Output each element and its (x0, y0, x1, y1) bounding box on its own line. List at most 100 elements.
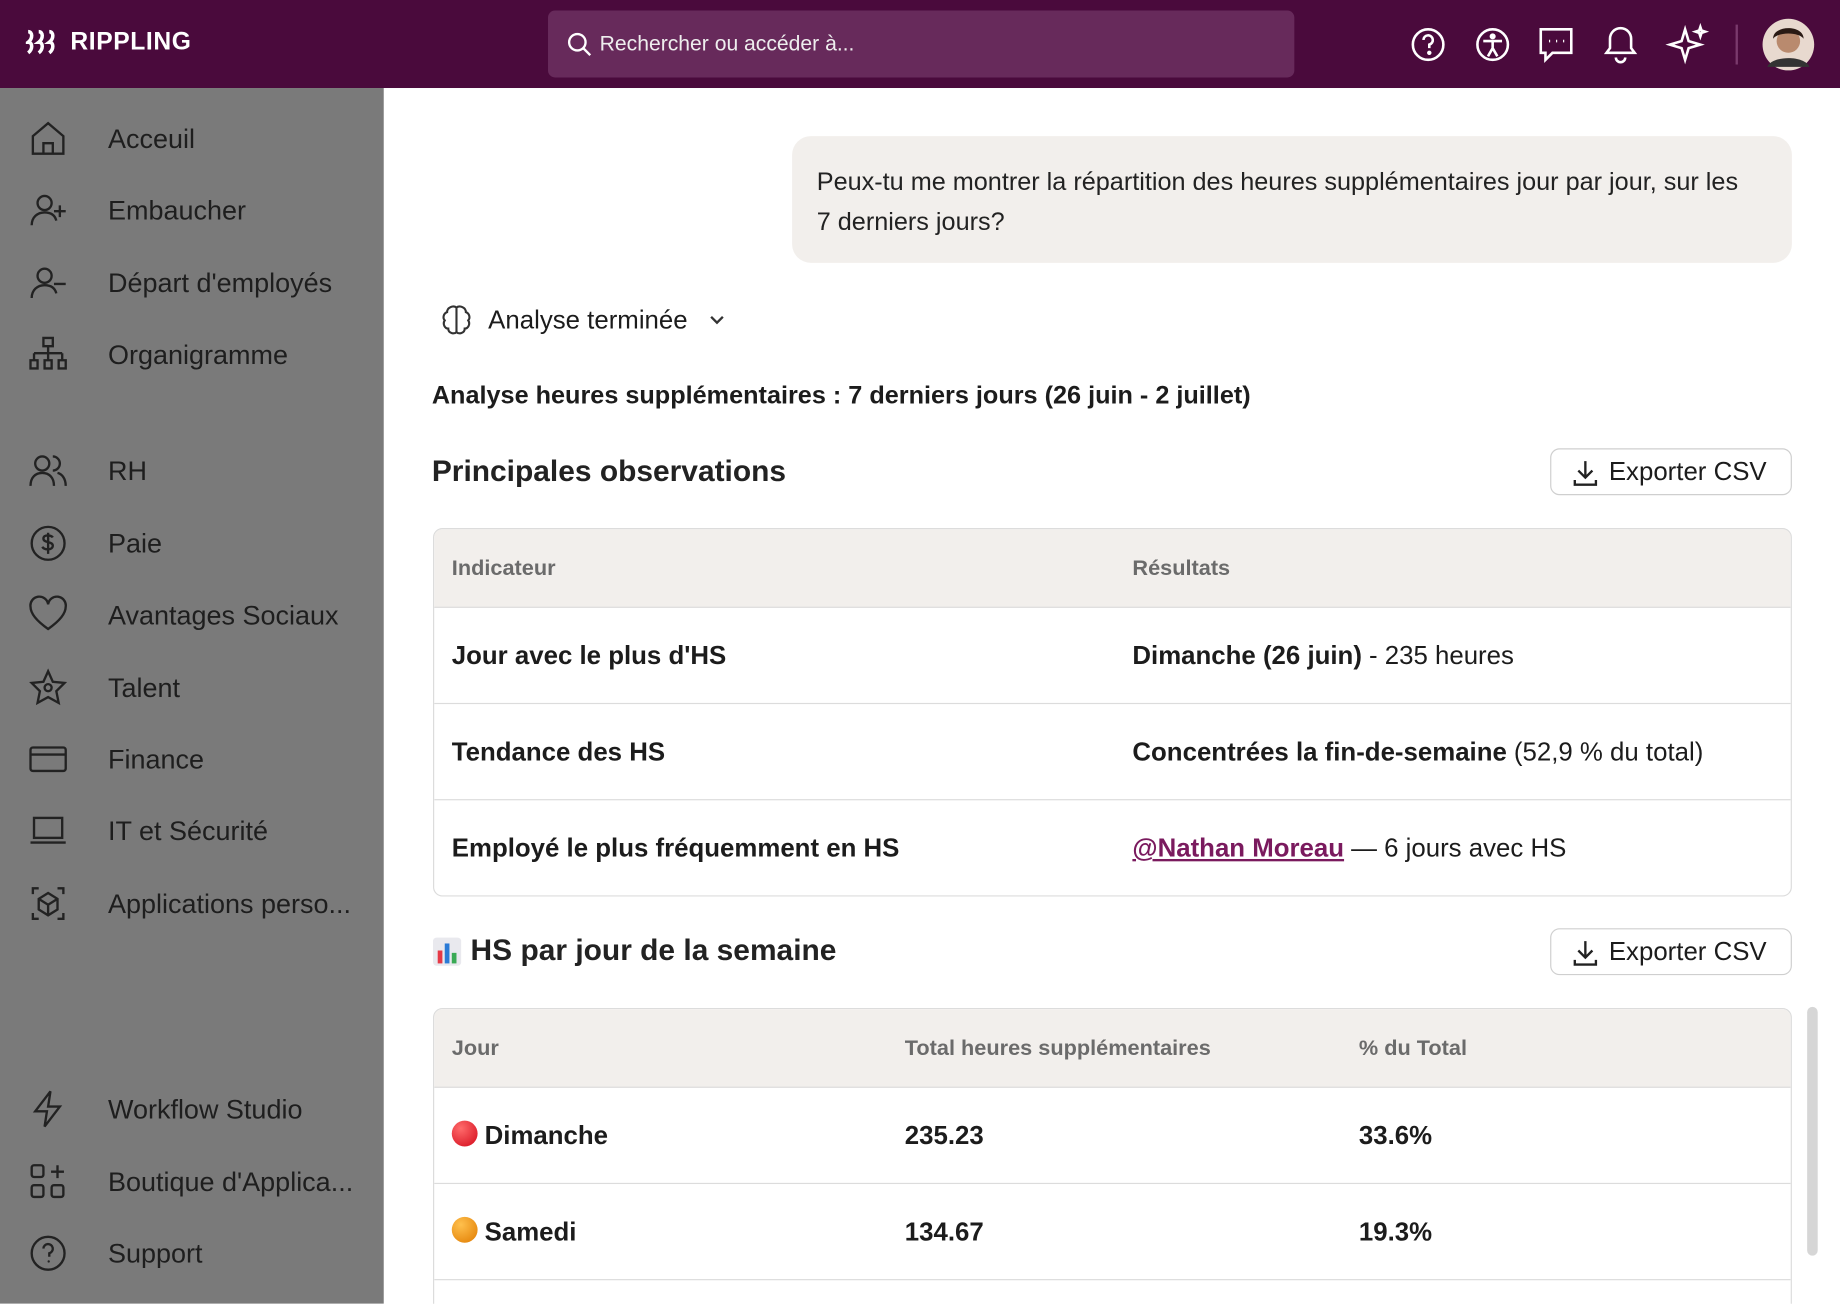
search-placeholder: Rechercher ou accéder à... (599, 31, 855, 56)
table-row: Dimanche 235.23 33.6% (434, 1088, 1791, 1185)
status-dot (451, 1120, 478, 1147)
column-header: Total heures supplémentaires (904, 1035, 1211, 1060)
logo-text: RIPPLING (70, 28, 192, 56)
weekday-table: Jour Total heures supplémentaires % du Tot… (433, 1008, 1792, 1304)
column-header: Résultats (1132, 555, 1231, 580)
nav-icon (29, 595, 67, 631)
nav-icon (30, 267, 66, 299)
cell-text: Samedi (484, 1216, 577, 1247)
export-label: Exporter CSV (1608, 936, 1767, 966)
table-cell: 235.23 (905, 1121, 984, 1152)
indicator: Jour avec le plus d'HS (451, 640, 727, 671)
nav-label: Acceuil (107, 122, 195, 154)
nav-label: RH (107, 454, 147, 486)
nav-item[interactable]: RH (0, 445, 384, 497)
table-header: Jour Total heures supplémentaires % du Tot… (434, 1009, 1791, 1088)
nav-icon (29, 668, 68, 706)
chevron (710, 316, 724, 325)
nav-item[interactable]: IT et Sécurité (0, 805, 384, 857)
nav-icon (30, 816, 66, 844)
column-header: Indicateur (451, 555, 556, 580)
logo[interactable]: RIPPLING (25, 28, 192, 56)
nav-item[interactable]: Finance (0, 733, 384, 785)
user-message: Peux-tu me montrer la répartition des he… (816, 167, 1739, 236)
nav-icon (30, 525, 66, 561)
section-title: HS par jour de la semaine (470, 934, 837, 967)
employee-link[interactable]: @Nathan Moreau (1132, 833, 1345, 863)
table-header: Indicateur Résultats (434, 529, 1791, 608)
nav-item[interactable]: Départ d'employés (0, 257, 384, 309)
nav-label: Organigramme (107, 338, 288, 370)
table-cell: 19.3% (1359, 1217, 1432, 1248)
status-dot (451, 1216, 478, 1243)
result-text: - 235 heures (1368, 640, 1514, 671)
brain-icon (442, 305, 471, 335)
download-icon (1573, 941, 1598, 966)
nav-label: Finance (107, 743, 204, 774)
search-box[interactable]: Rechercher ou accéder à... (548, 10, 1295, 78)
nav-label: Workflow Studio (107, 1093, 303, 1124)
result: @Nathan Moreau — 6 jours avec HS (1132, 833, 1566, 864)
nav-item[interactable]: Workflow Studio (0, 1083, 384, 1135)
column-header: % du Total (1358, 1035, 1468, 1060)
nav-icon (29, 336, 67, 370)
nav-item[interactable]: Paie (0, 518, 384, 570)
nav-label: Boutique d'Applica... (107, 1165, 354, 1197)
nav-item[interactable]: Support (0, 1227, 384, 1279)
nav-label: Embaucher (107, 194, 246, 225)
nav-item[interactable]: Acceuil (0, 113, 384, 165)
table-row: Samedi 134.67 19.3% (434, 1184, 1791, 1281)
nav-icon (29, 746, 67, 773)
section-title: Principales observations (431, 455, 787, 489)
cell-text: 19.3% (1358, 1216, 1433, 1247)
nav-icon (30, 194, 66, 226)
nav-icon (31, 887, 65, 921)
nav-icon (29, 455, 67, 486)
chart-emoji (433, 937, 462, 966)
nav-label: Avantages Sociaux (107, 599, 339, 630)
result: Dimanche (26 juin) - 235 heures (1132, 641, 1514, 672)
column-header: Jour (451, 1035, 499, 1060)
observations-table: Indicateur Résultats Jour avec le plus d'H… (433, 528, 1792, 897)
logo-mark (25, 29, 55, 55)
search-icon (567, 32, 592, 56)
table-cell: Samedi (451, 1216, 577, 1248)
nav-icon (30, 1235, 66, 1271)
table-cell: 134.67 (905, 1217, 984, 1248)
scrollbar[interactable] (1807, 1006, 1818, 1256)
top-bar: RIPPLING Rechercher ou accéder à... (0, 0, 1840, 89)
sidebar: Acceuil Embaucher Départ d'employés Organig… (0, 88, 384, 1304)
nav-label: IT et Sécurité (107, 814, 268, 846)
top-icons (1411, 18, 1815, 71)
cell-text: 235.23 (904, 1120, 984, 1151)
export-button[interactable]: Exporter CSV (1550, 448, 1792, 496)
nav-item[interactable]: Talent (0, 662, 384, 714)
nav-item[interactable]: Boutique d'Applica... (0, 1156, 384, 1208)
result-bold: Concentrées la fin-de-semaine (1132, 736, 1507, 767)
nav-label: Paie (107, 527, 162, 558)
indicator: Tendance des HS (451, 736, 666, 767)
nav-icon (32, 1090, 63, 1128)
export-label: Exporter CSV (1608, 456, 1767, 486)
nav-label: Applications perso... (107, 887, 352, 919)
nav-label: Support (107, 1237, 203, 1268)
analysis-status[interactable]: Analyse terminée (441, 303, 725, 338)
result-text: (52,9 % du total) (1513, 736, 1704, 767)
table-cell: Dimanche (451, 1120, 608, 1152)
section-heading: HS par jour de la semaine (432, 934, 837, 968)
status-text: Analyse terminée (488, 305, 688, 335)
nav-item[interactable]: Embaucher (0, 184, 384, 236)
nav-item[interactable]: Avantages Sociaux (0, 589, 384, 641)
nav-item[interactable]: Applications perso... (0, 878, 384, 930)
export-button[interactable]: Exporter CSV (1550, 928, 1792, 976)
table-row: Tendance des HS Concentrées la fin-de-sem… (434, 704, 1791, 801)
download-icon (1573, 461, 1598, 486)
indicator: Employé le plus fréquemment en HS (451, 833, 900, 863)
nav-label: Départ d'employés (107, 266, 333, 298)
user-message-bubble: Peux-tu me montrer la répartition des he… (792, 136, 1792, 263)
nav-icon (31, 121, 65, 155)
nav-item[interactable]: Organigramme (0, 329, 384, 381)
